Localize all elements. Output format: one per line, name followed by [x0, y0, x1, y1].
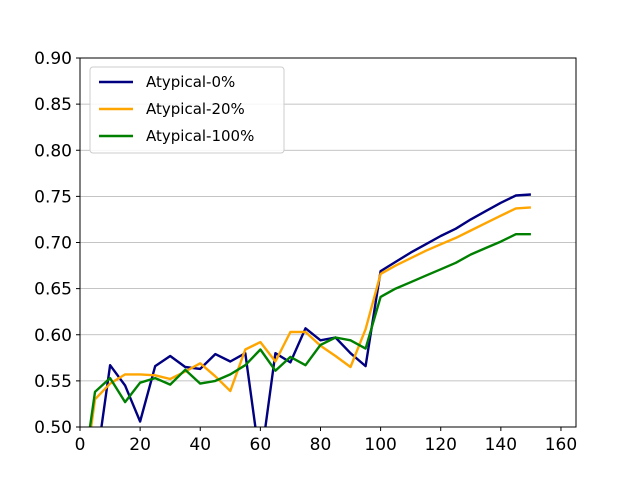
- y-tick-label: 0.90: [34, 49, 72, 69]
- x-tick-label: 0: [75, 435, 86, 455]
- y-tick-label: 0.70: [34, 234, 72, 254]
- legend-box: [89, 66, 285, 154]
- series-line-2: [89, 206, 531, 427]
- series-lines: [88, 193, 531, 427]
- x-tick-label: 160: [545, 435, 577, 455]
- series-line-3: [88, 232, 531, 427]
- y-tick-label: 0.80: [34, 141, 72, 161]
- series-line-1: [100, 193, 531, 427]
- legend-label-1: Atypical-0%: [146, 73, 235, 91]
- x-tick-label: 140: [485, 435, 517, 455]
- x-tick-label: 80: [310, 435, 332, 455]
- legend: Atypical-0% Atypical-20% Atypical-100%: [89, 66, 285, 154]
- y-tick-label: 0.60: [34, 326, 72, 346]
- x-tick-label: 20: [129, 435, 151, 455]
- x-tick-label: 120: [425, 435, 457, 455]
- legend-label-2: Atypical-20%: [146, 100, 245, 118]
- x-tick-label: 100: [364, 435, 396, 455]
- x-tick-label: 40: [189, 435, 211, 455]
- y-tick-label: 0.65: [34, 280, 72, 300]
- axes: 0.50 0.55 0.60 0.65 0.70 0.75 0.80 0.85 0.90 0 20 4…: [34, 49, 577, 455]
- y-tick-label: 0.75: [34, 187, 72, 207]
- x-tick-label: 60: [250, 435, 272, 455]
- y-tick-label: 0.50: [34, 418, 72, 438]
- y-tick-label: 0.55: [34, 372, 72, 392]
- legend-label-3: Atypical-100%: [146, 127, 254, 145]
- y-tick-label: 0.85: [34, 95, 72, 115]
